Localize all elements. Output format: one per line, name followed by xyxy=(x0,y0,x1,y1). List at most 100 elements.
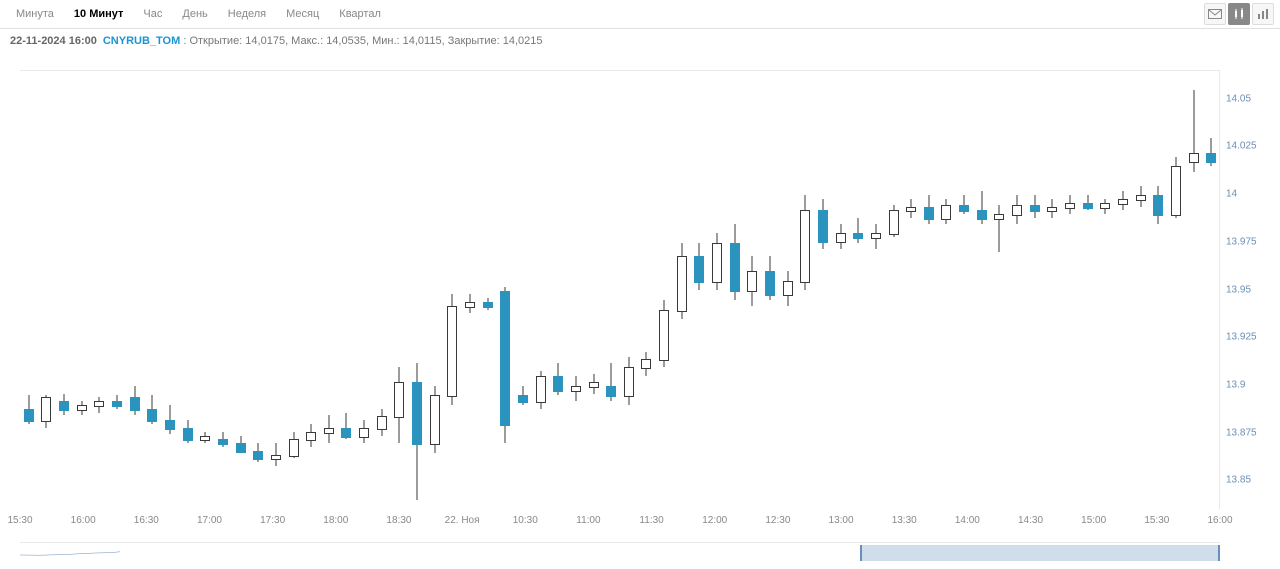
candle xyxy=(571,71,581,510)
info-close: 14,0215 xyxy=(503,35,543,47)
y-tick: 14.05 xyxy=(1226,93,1251,104)
candle xyxy=(1065,71,1075,510)
candle xyxy=(624,71,634,510)
candle xyxy=(677,71,687,510)
x-tick: 18:00 xyxy=(323,515,348,526)
candle xyxy=(1118,71,1128,510)
tf-month[interactable]: Месяц xyxy=(276,4,329,24)
candle xyxy=(59,71,69,510)
info-high: 14,0535 xyxy=(326,35,366,47)
bars-icon[interactable] xyxy=(1252,3,1274,25)
tf-10min[interactable]: 10 Минут xyxy=(64,4,134,24)
candle xyxy=(341,71,351,510)
candlestick-chart[interactable] xyxy=(20,70,1220,509)
x-tick: 14:00 xyxy=(955,515,980,526)
y-tick: 13.875 xyxy=(1226,427,1257,438)
candle xyxy=(889,71,899,510)
info-open: 14,0175 xyxy=(245,35,285,47)
y-tick: 14 xyxy=(1226,189,1237,200)
candle xyxy=(730,71,740,510)
candle xyxy=(183,71,193,510)
candle xyxy=(447,71,457,510)
x-axis: 15:3016:0016:3017:0017:3018:0018:3022. Н… xyxy=(20,515,1220,535)
x-tick: 13:00 xyxy=(829,515,854,526)
candle xyxy=(500,71,510,510)
candle xyxy=(553,71,563,510)
y-tick: 13.95 xyxy=(1226,284,1251,295)
candle xyxy=(306,71,316,510)
candle xyxy=(218,71,228,510)
tf-week[interactable]: Неделя xyxy=(218,4,276,24)
candle xyxy=(359,71,369,510)
candle xyxy=(430,71,440,510)
y-tick: 13.85 xyxy=(1226,475,1251,486)
tf-hour[interactable]: Час xyxy=(133,4,172,24)
x-tick: 16:30 xyxy=(134,515,159,526)
tf-day[interactable]: День xyxy=(172,4,217,24)
info-datetime: 22-11-2024 16:00 xyxy=(10,35,97,47)
x-tick: 18:30 xyxy=(386,515,411,526)
navigator-selection[interactable] xyxy=(860,545,1220,561)
x-tick: 15:00 xyxy=(1081,515,1106,526)
candle xyxy=(394,71,404,510)
candle xyxy=(465,71,475,510)
candle xyxy=(800,71,810,510)
candle xyxy=(659,71,669,510)
info-symbol: CNYRUB_TOM xyxy=(103,35,180,47)
x-tick: 15:30 xyxy=(7,515,32,526)
candle xyxy=(271,71,281,510)
x-tick: 15:30 xyxy=(1144,515,1169,526)
candle xyxy=(1189,71,1199,510)
candle xyxy=(606,71,616,510)
x-tick: 10:30 xyxy=(513,515,538,526)
candle xyxy=(589,71,599,510)
candle xyxy=(253,71,263,510)
candle xyxy=(906,71,916,510)
candle xyxy=(871,71,881,510)
chart-info-line: 22-11-2024 16:00 CNYRUB_TOM : Открытие: … xyxy=(0,29,1280,53)
y-tick: 13.9 xyxy=(1226,379,1245,390)
candle xyxy=(818,71,828,510)
candle xyxy=(77,71,87,510)
x-tick: 16:00 xyxy=(71,515,96,526)
x-tick: 11:00 xyxy=(576,515,600,526)
candle xyxy=(41,71,51,510)
x-tick: 12:30 xyxy=(765,515,790,526)
tf-minute[interactable]: Минута xyxy=(6,4,64,24)
candle xyxy=(130,71,140,510)
candle xyxy=(641,71,651,510)
candle xyxy=(1100,71,1110,510)
candle xyxy=(536,71,546,510)
navigator-sparkline xyxy=(20,551,120,557)
mail-icon[interactable] xyxy=(1204,3,1226,25)
candle xyxy=(1171,71,1181,510)
candle xyxy=(324,71,334,510)
candle xyxy=(1030,71,1040,510)
candle xyxy=(1136,71,1146,510)
x-tick: 17:00 xyxy=(197,515,222,526)
candle xyxy=(24,71,34,510)
candle xyxy=(783,71,793,510)
tf-quarter[interactable]: Квартал xyxy=(329,4,391,24)
candle xyxy=(941,71,951,510)
candle xyxy=(977,71,987,510)
candle xyxy=(112,71,122,510)
candle xyxy=(959,71,969,510)
x-tick: 12:00 xyxy=(702,515,727,526)
candle xyxy=(200,71,210,510)
candle xyxy=(836,71,846,510)
candle xyxy=(165,71,175,510)
x-tick: 22. Ноя xyxy=(445,515,480,526)
candle xyxy=(747,71,757,510)
candle xyxy=(483,71,493,510)
x-tick: 14:30 xyxy=(1018,515,1043,526)
candle xyxy=(147,71,157,510)
candle xyxy=(236,71,246,510)
candle xyxy=(518,71,528,510)
candle xyxy=(1206,71,1216,510)
candlestick-icon[interactable] xyxy=(1228,3,1250,25)
candle xyxy=(765,71,775,510)
navigator-strip[interactable] xyxy=(20,542,1220,563)
x-tick: 13:30 xyxy=(892,515,917,526)
info-low: 14,0115 xyxy=(403,35,442,47)
